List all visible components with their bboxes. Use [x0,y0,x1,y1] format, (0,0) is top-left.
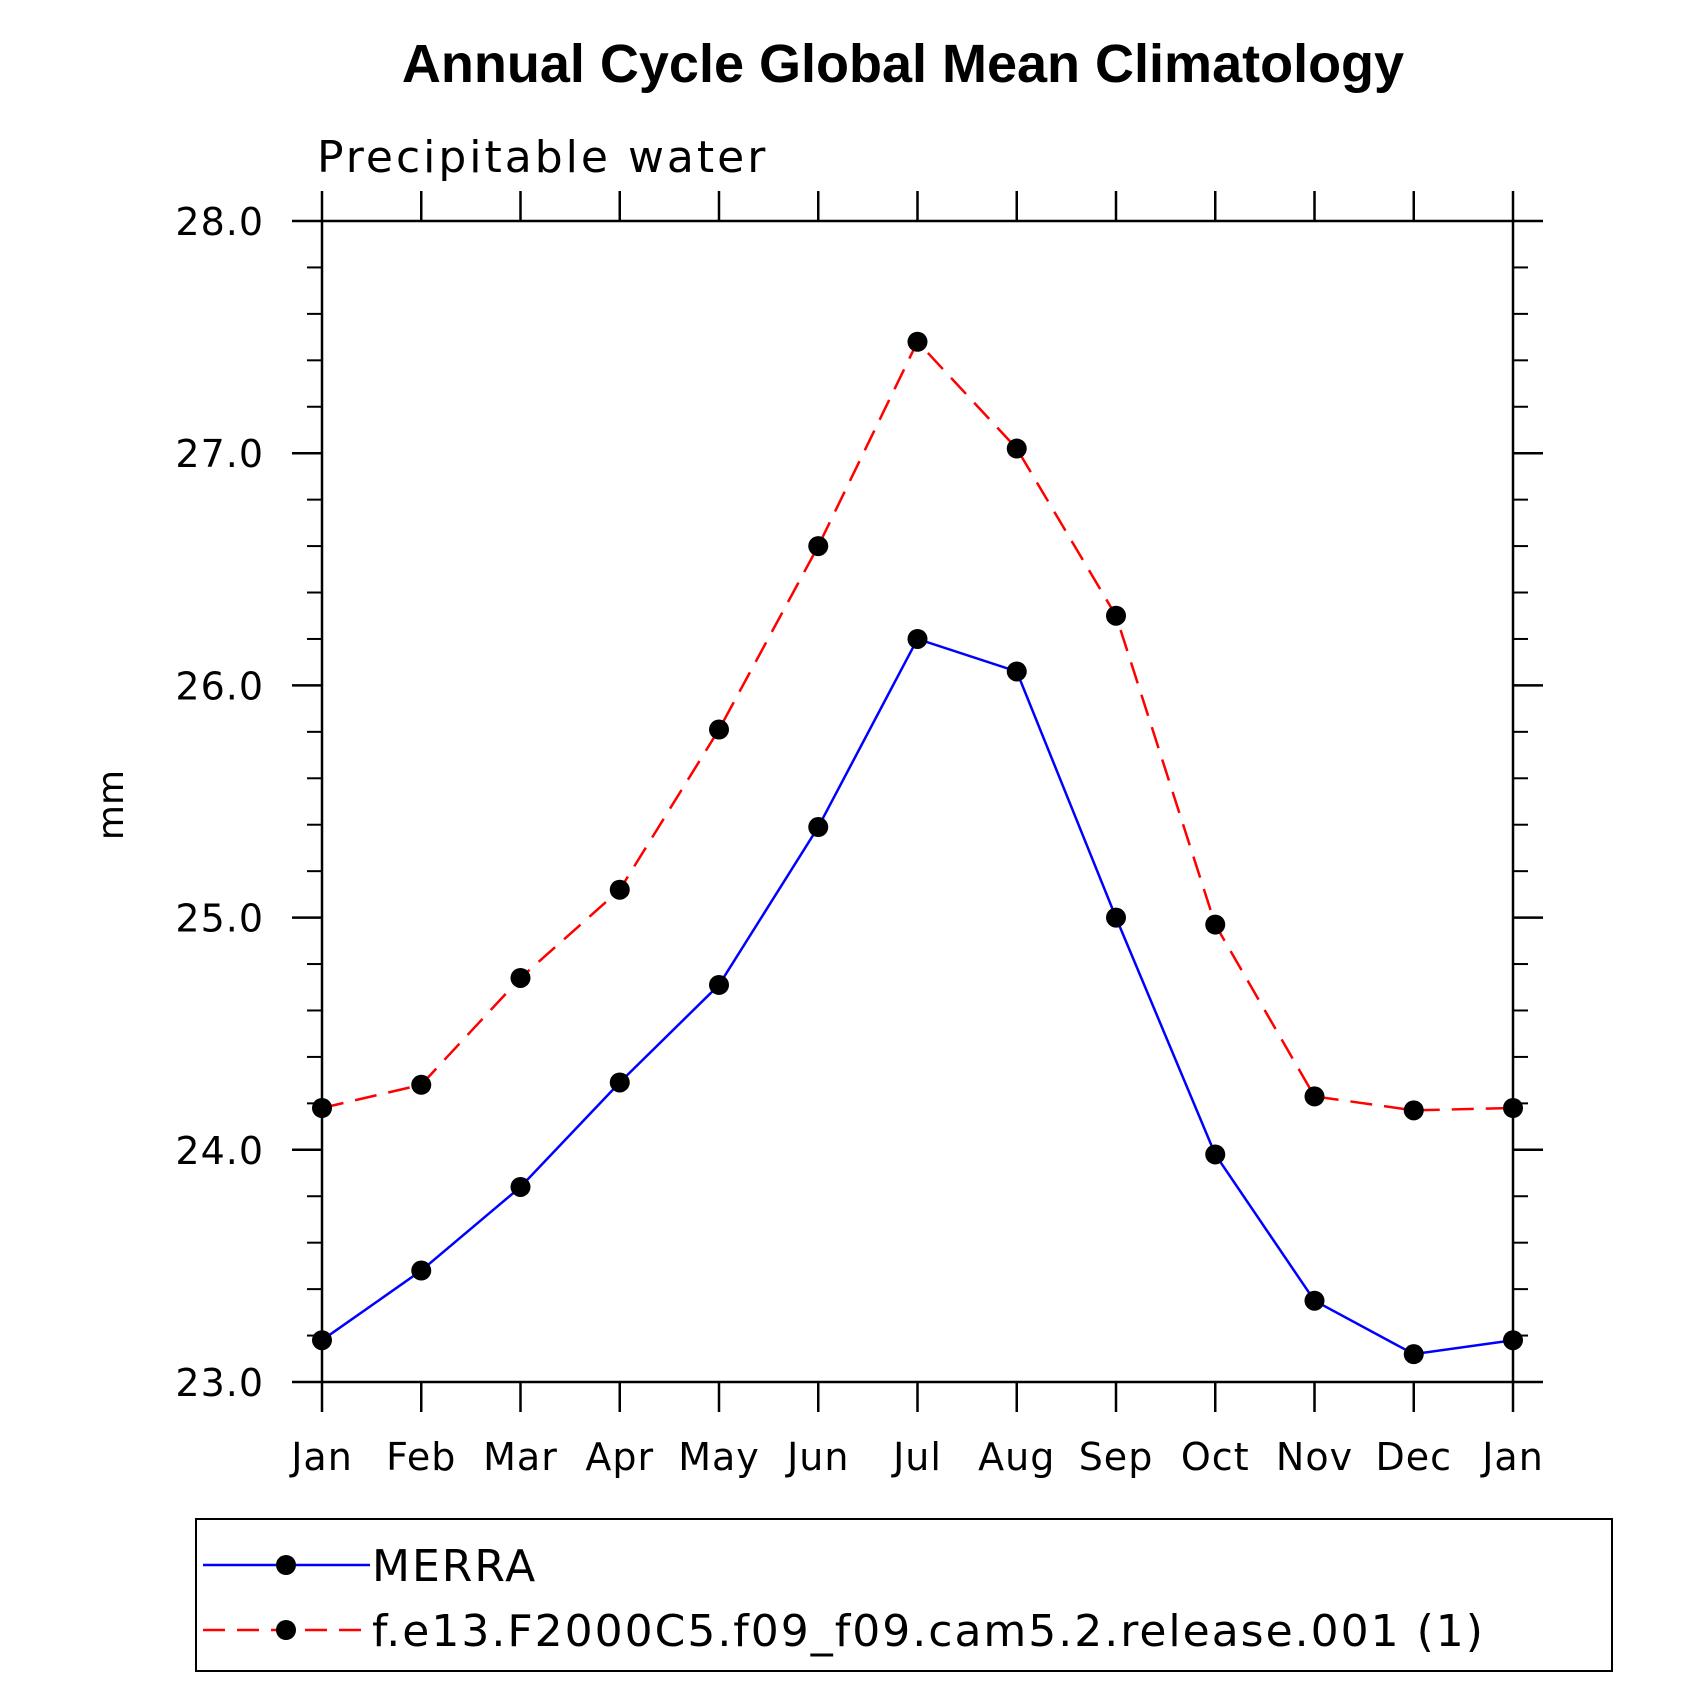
data-point [312,1098,332,1119]
data-point [1205,1144,1226,1165]
plot-frame [320,219,1515,1384]
legend: MERRA f.e13.F2000C5.f09_f09.cam5.2.releas… [195,1518,1613,1672]
chart-title: Annual Cycle Global Mean Climatology [402,34,1404,94]
data-point [411,1074,432,1095]
data-point [709,974,729,995]
series-line-1 [321,339,1514,1112]
data-point [808,817,829,838]
data-point [1006,438,1027,459]
y-tick-label: 23.0 [175,1361,264,1405]
data-point [609,879,630,900]
data-point [510,967,531,988]
axes: Jan Feb Mar Apr May Jun Jul Aug Sep Oct Nov Dec Jan 2… [175,191,1543,1479]
legend-marker [276,1620,296,1640]
x-tick-label: Feb [386,1435,456,1479]
data-point [1304,1086,1325,1107]
data-point [411,1260,432,1281]
x-tick-label: Sep [1079,1435,1154,1479]
data-point [709,719,729,740]
x-tick-label: May [678,1435,760,1479]
x-tick-label: Oct [1181,1435,1250,1479]
data-point [1205,914,1226,935]
x-tick-label: Apr [585,1435,654,1479]
legend-label-1: f.e13.F2000C5.f09_f09.cam5.2.release.001… [372,1606,1485,1657]
data-point [907,628,928,649]
data-point [1503,1330,1523,1351]
x-tick-label: Jan [289,1435,353,1479]
legend-marker [276,1555,296,1575]
y-tick-label: 25.0 [175,897,264,941]
y-tick-label: 28.0 [175,200,264,244]
series-line-0 [321,637,1514,1356]
data-point [1304,1290,1325,1311]
series-layer [312,331,1523,1365]
legend-label-0: MERRA [372,1541,537,1592]
data-point [1403,1344,1424,1365]
x-tick-label: Dec [1375,1435,1452,1479]
data-point [1006,661,1027,682]
data-point [1403,1100,1424,1121]
chart-subtitle: Precipitable water [317,132,768,183]
data-point [609,1072,630,1093]
x-tick-label: Aug [978,1435,1055,1479]
x-tick-label: Mar [483,1435,558,1479]
x-tick-label: Nov [1276,1435,1353,1479]
data-point [510,1176,531,1197]
y-axis-label: mm [91,770,132,840]
y-tick-label: 24.0 [175,1129,264,1173]
data-point [808,536,829,557]
y-tick-label: 27.0 [175,432,264,476]
data-point [1106,605,1126,626]
data-point [1503,1098,1523,1119]
y-tick-label: 26.0 [175,664,264,708]
legend-box [195,1518,1613,1672]
x-tick-label: Jun [785,1435,849,1479]
data-point [1106,907,1126,928]
x-tick-label: Jan [1480,1435,1544,1479]
x-tick-label: Jul [891,1435,942,1479]
data-point [312,1330,332,1351]
data-point [907,331,928,352]
